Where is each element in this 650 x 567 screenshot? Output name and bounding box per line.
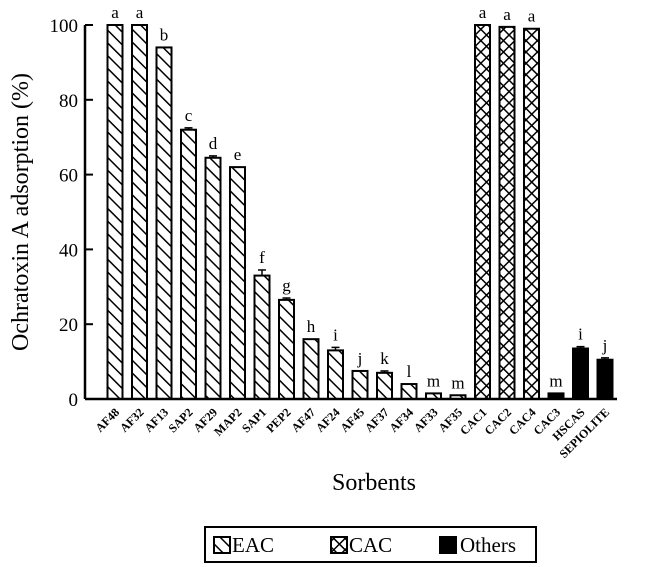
legend-label-cac: CAC [349,533,392,557]
bar-cac4 [523,27,540,401]
significance-label: d [209,134,218,153]
y-ticks: 0 20 40 60 80 100 [50,16,93,411]
category-label-cac2: CAC2 [482,405,515,438]
legend-label-others: Others [460,533,516,557]
y-tick-label: 80 [59,91,78,112]
significance-label: h [307,317,316,336]
category-label-af24: AF24 [313,405,343,435]
bar-sepiolite [596,358,614,401]
bar-sap1 [253,274,271,400]
bar-af29 [204,156,222,400]
x-axis-title: Sorbents [332,470,416,496]
bar-pep2 [278,298,295,401]
category-labels: AF48AF32AF13SAP2AF29MAP2SAP1PEP2AF47AF24… [92,405,612,461]
significance-label: f [259,248,265,267]
significance-label: c [185,106,193,125]
y-tick-label: 100 [50,16,79,37]
category-label-cac1: CAC1 [457,405,490,438]
bar-hscas [572,347,589,401]
bar-af48 [106,24,124,400]
legend: EAC CAC Others [204,526,537,563]
category-label-map2: MAP2 [211,405,244,438]
y-tick-label: 20 [59,315,78,336]
bar-af32 [131,24,148,400]
bar-cac2 [498,25,516,401]
significance-label: m [549,371,562,390]
significance-label: b [160,25,169,44]
significance-label: i [578,325,583,344]
category-label-af33: AF33 [411,405,441,435]
significance-label: g [282,276,291,295]
legend-label-eac: EAC [232,533,274,557]
category-label-cac4: CAC4 [506,405,539,438]
bar-af45 [351,369,369,401]
significance-label: e [234,145,242,164]
bar-cac1 [474,24,491,400]
bar-af13 [155,46,173,400]
significance-label: m [427,371,440,390]
significance-label: m [451,373,464,392]
bar-sap2 [180,128,197,400]
category-label-af32: AF32 [117,405,147,435]
category-label-af37: AF37 [362,405,392,435]
legend-swatch-eac [213,536,231,554]
bars [85,24,617,401]
significance-label: a [479,3,487,22]
legend-swatch-cac [330,536,348,554]
category-label-af48: AF48 [92,405,122,435]
category-label-sap1: SAP1 [239,405,269,435]
bar-af37 [376,371,393,401]
significance-label: l [407,362,412,381]
bar-af34 [400,383,418,401]
category-label-af34: AF34 [386,405,416,435]
significance-label: a [136,3,144,22]
significance-label: j [357,349,363,368]
bar-af24 [327,349,344,401]
category-label-af45: AF45 [337,405,367,435]
y-axis-title: Ochratoxin A adsorption (%) [8,73,34,351]
significance-label: k [380,349,389,368]
bar-map2 [229,166,246,400]
significance-label: j [602,336,608,355]
legend-swatch-others [439,536,457,554]
y-tick-label: 60 [59,166,78,187]
category-label-af13: AF13 [141,405,171,435]
significance-label: a [528,7,536,26]
significance-label: a [111,3,119,22]
category-label-af47: AF47 [288,405,318,435]
significance-label: a [503,5,511,24]
category-label-pep2: PEP2 [263,405,293,435]
legend-box [204,526,537,563]
y-tick-label: 0 [69,390,79,411]
significance-label: i [333,325,338,344]
y-tick-label: 40 [59,240,78,261]
bar-af47 [302,338,320,401]
category-label-sap2: SAP2 [165,405,195,435]
